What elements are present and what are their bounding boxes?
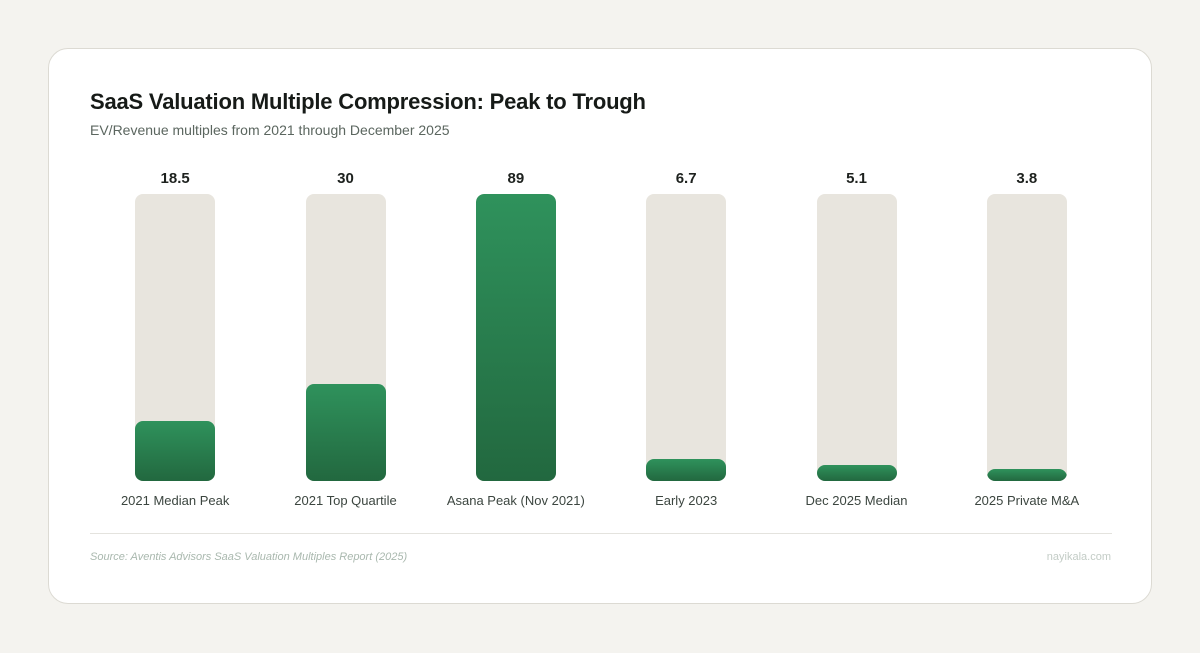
bar-group: 30 2021 Top Quartile	[261, 169, 431, 514]
bar-track	[986, 194, 1067, 481]
plot-area: 18.5 2021 Median Peak 30 2021 Top Quartile 8…	[90, 169, 1112, 514]
category-label: 2021 Top Quartile	[294, 493, 397, 508]
brand-label: nayikala.com	[1046, 551, 1111, 563]
bar-track	[305, 194, 386, 481]
data-label: 5.1	[846, 170, 867, 187]
bar-track	[135, 194, 216, 481]
bar-group: 18.5 2021 Median Peak	[90, 169, 260, 514]
bar	[475, 194, 556, 481]
data-label: 3.8	[1016, 170, 1038, 187]
divider	[90, 533, 1112, 534]
bar	[646, 459, 727, 481]
data-label: 6.7	[675, 170, 697, 187]
category-label: Asana Peak (Nov 2021)	[446, 493, 585, 508]
bar-group: 3.8 2025 Private M&A	[942, 169, 1112, 514]
bar	[135, 421, 216, 481]
bar-group: 6.7 Early 2023	[601, 169, 771, 514]
category-label: 2025 Private M&A	[974, 493, 1080, 508]
data-label: 89	[507, 170, 525, 187]
chart-card: SaaS Valuation Multiple Compression: Pea…	[48, 48, 1152, 604]
data-label: 18.5	[160, 170, 190, 187]
source-note: Source: Aventis Advisors SaaS Valuation …	[90, 551, 408, 563]
bar-group: 89 Asana Peak (Nov 2021)	[431, 169, 601, 514]
category-label: 2021 Median Peak	[120, 493, 230, 508]
chart-subtitle: EV/Revenue multiples from 2021 through D…	[90, 122, 450, 138]
chart-title: SaaS Valuation Multiple Compression: Pea…	[90, 89, 646, 114]
bar-track	[816, 194, 897, 481]
bar	[986, 468, 1067, 481]
bar	[816, 464, 897, 481]
bar	[305, 384, 386, 481]
bar-track	[646, 194, 727, 481]
bar-track	[475, 194, 556, 481]
category-label: Dec 2025 Median	[805, 493, 908, 508]
data-label: 30	[337, 170, 354, 187]
category-label: Early 2023	[655, 493, 718, 508]
bar-group: 5.1 Dec 2025 Median	[772, 169, 942, 514]
